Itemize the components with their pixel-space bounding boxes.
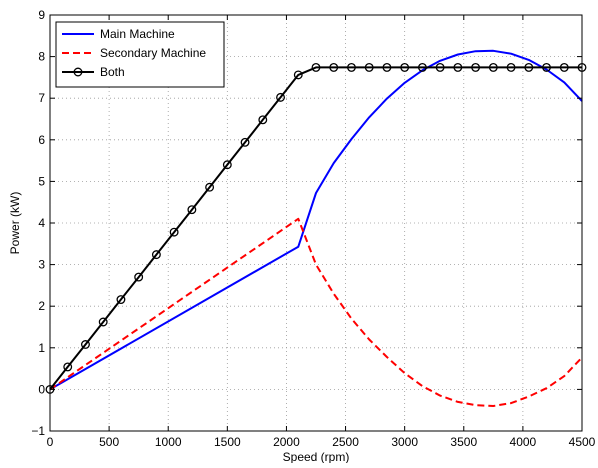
data-point-both	[524, 62, 534, 72]
x-tick-label: 3000	[391, 435, 418, 449]
data-point-both	[471, 62, 481, 72]
legend-box	[55, 21, 225, 88]
y-tick-label: −1	[31, 424, 45, 438]
legend-label-secondary-machine: Secondary Machine	[100, 46, 206, 60]
data-point-both	[169, 227, 179, 237]
legend: Main Machine Secondary Machine Both	[55, 21, 225, 88]
data-point-both	[453, 62, 463, 72]
legend-marker	[73, 67, 83, 77]
axis-ticks: 0 500 1000 1500 2000 2500 3000 3500 4000 4500−101…	[31, 8, 595, 449]
data-point-both	[240, 137, 250, 147]
data-point-both	[311, 62, 321, 72]
series-line-both	[49, 66, 582, 391]
series-line-secondary-machine	[49, 217, 583, 407]
x-tick-label: 2500	[332, 435, 359, 449]
data-point-both	[293, 70, 303, 80]
x-tick-label: 2000	[273, 435, 300, 449]
data-point-both	[364, 62, 374, 72]
x-axis-label: Speed (rpm)	[283, 450, 350, 463]
series-layer	[45, 49, 587, 407]
legend-label-both: Both	[100, 65, 125, 79]
y-tick-label: 7	[38, 91, 45, 105]
data-point-both	[63, 362, 73, 372]
data-point-both	[276, 92, 285, 102]
y-tick-label: 9	[38, 8, 45, 22]
y-tick-label: 8	[38, 50, 45, 64]
y-tick-label: 0	[38, 382, 45, 396]
data-point-both	[205, 182, 215, 192]
data-point-both	[382, 62, 392, 72]
x-tick-label: 500	[99, 435, 119, 449]
data-point-both	[488, 62, 498, 72]
legend-label-main-machine: Main Machine	[100, 27, 175, 41]
data-point-both	[417, 62, 427, 72]
y-tick-label: 1	[38, 341, 45, 355]
data-point-both	[222, 160, 232, 170]
y-tick-label: 3	[38, 258, 45, 272]
data-point-both	[559, 62, 569, 72]
y-tick-label: 5	[38, 174, 45, 188]
data-point-both	[98, 317, 108, 327]
x-tick-label: 3500	[450, 435, 477, 449]
data-point-both	[258, 115, 268, 125]
y-tick-label: 6	[38, 133, 45, 147]
y-tick-label: 4	[38, 216, 45, 230]
data-point-both	[81, 340, 90, 349]
data-point-both	[542, 62, 551, 72]
x-tick-label: 4000	[510, 435, 537, 449]
data-point-both	[116, 295, 126, 304]
data-point-both	[435, 62, 445, 72]
data-point-both	[187, 205, 197, 215]
x-tick-label: 1000	[155, 435, 182, 449]
data-point-both	[506, 62, 516, 72]
y-tick-label: 2	[38, 299, 45, 313]
x-tick-label: 4500	[569, 435, 596, 449]
data-point-both	[400, 62, 410, 72]
x-tick-label: 0	[47, 435, 54, 449]
y-axis-label: Power (kW)	[8, 192, 22, 255]
data-point-both	[347, 62, 356, 72]
data-point-both	[151, 250, 161, 260]
x-tick-label: 1500	[214, 435, 241, 449]
series-line-main-machine	[49, 49, 583, 391]
data-point-both	[329, 62, 339, 72]
data-point-both	[134, 272, 144, 282]
